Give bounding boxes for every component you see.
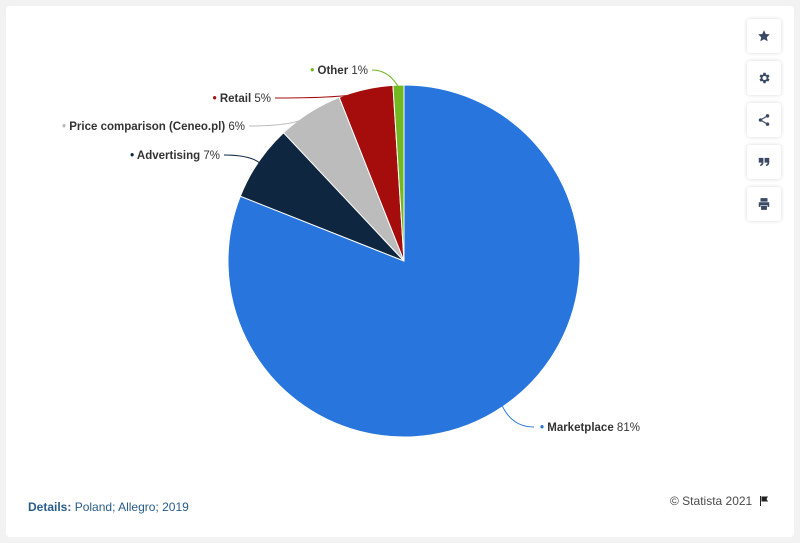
toolbar [747, 19, 781, 229]
settings-button[interactable] [747, 61, 781, 95]
leader-line [274, 90, 367, 99]
slice-label: • Retail 5% [213, 93, 271, 105]
leader-line [501, 404, 535, 428]
slice-label: • Advertising 7% [130, 150, 220, 162]
leader-line [371, 69, 399, 88]
gear-icon [759, 72, 770, 84]
slice-label: • Other 1% [310, 65, 368, 77]
print-icon [758, 198, 770, 210]
details-label: Details: [28, 500, 72, 514]
pie-slice-other[interactable] [392, 84, 405, 262]
slice-label: • Price comparison (Ceneo.pl) 6% [62, 121, 245, 133]
share-button[interactable] [747, 103, 781, 137]
slice-label: • Marketplace 81% [540, 422, 640, 434]
credit-text[interactable]: © Statista 2021 [670, 494, 753, 508]
favorite-button[interactable] [747, 19, 781, 53]
print-button[interactable] [747, 187, 781, 221]
leader-line [248, 113, 312, 127]
details-value[interactable]: Poland; Allegro; 2019 [74, 500, 189, 514]
flag-icon[interactable] [758, 495, 770, 507]
share-icon [758, 114, 770, 126]
statista-credit[interactable]: © Statista 2021 [670, 494, 770, 508]
star-icon [758, 30, 770, 42]
quote-icon [758, 157, 770, 167]
details: Details: Poland; Allegro; 2019 [28, 500, 189, 514]
cite-button[interactable] [747, 145, 781, 179]
leader-line [223, 154, 261, 164]
